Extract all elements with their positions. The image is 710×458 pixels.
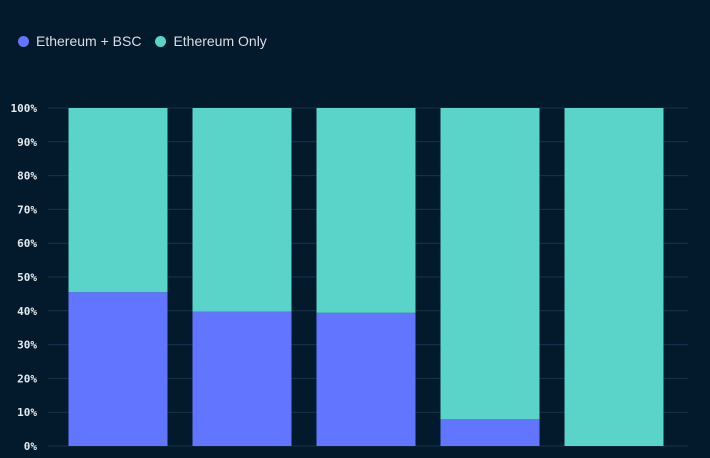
- bar-segment-ethereum-only: [68, 108, 168, 293]
- bar-segment-ethereum-only: [192, 108, 292, 312]
- bar-segment-ethereum-only: [316, 108, 416, 313]
- y-tick-label: 80%: [17, 170, 37, 183]
- legend-swatch-ethereum-only: [155, 35, 167, 47]
- y-tick-label: 70%: [17, 203, 37, 216]
- y-tick-label: 40%: [17, 305, 37, 318]
- bar-segment-ethereum-only: [564, 108, 664, 446]
- legend-swatch-ethereum-bsc: [18, 35, 29, 47]
- y-tick-label: 60%: [17, 237, 37, 250]
- bar-segment-ethereum-bsc: [192, 311, 292, 446]
- y-tick-label: 50%: [17, 271, 37, 284]
- bar-segment-ethereum-bsc: [440, 419, 540, 446]
- legend-item-ethereum-only[interactable]: Ethereum Only: [155, 33, 267, 49]
- legend-label-ethereum-bsc: Ethereum + BSC: [36, 33, 142, 49]
- legend-label-ethereum-only: Ethereum Only: [173, 33, 267, 49]
- y-tick-label: 90%: [17, 136, 37, 149]
- y-tick-label: 0%: [24, 440, 38, 453]
- y-tick-label: 100%: [11, 102, 38, 115]
- legend-item-ethereum-bsc[interactable]: Ethereum + BSC: [18, 33, 141, 49]
- bar-segment-ethereum-bsc: [68, 292, 168, 446]
- y-tick-label: 20%: [17, 372, 37, 385]
- chart-legend: Ethereum + BSC Ethereum Only: [18, 33, 267, 49]
- bar-segment-ethereum-only: [440, 108, 540, 420]
- y-tick-label: 10%: [17, 406, 37, 419]
- bar-segment-ethereum-bsc: [316, 312, 416, 446]
- y-tick-label: 30%: [17, 339, 37, 352]
